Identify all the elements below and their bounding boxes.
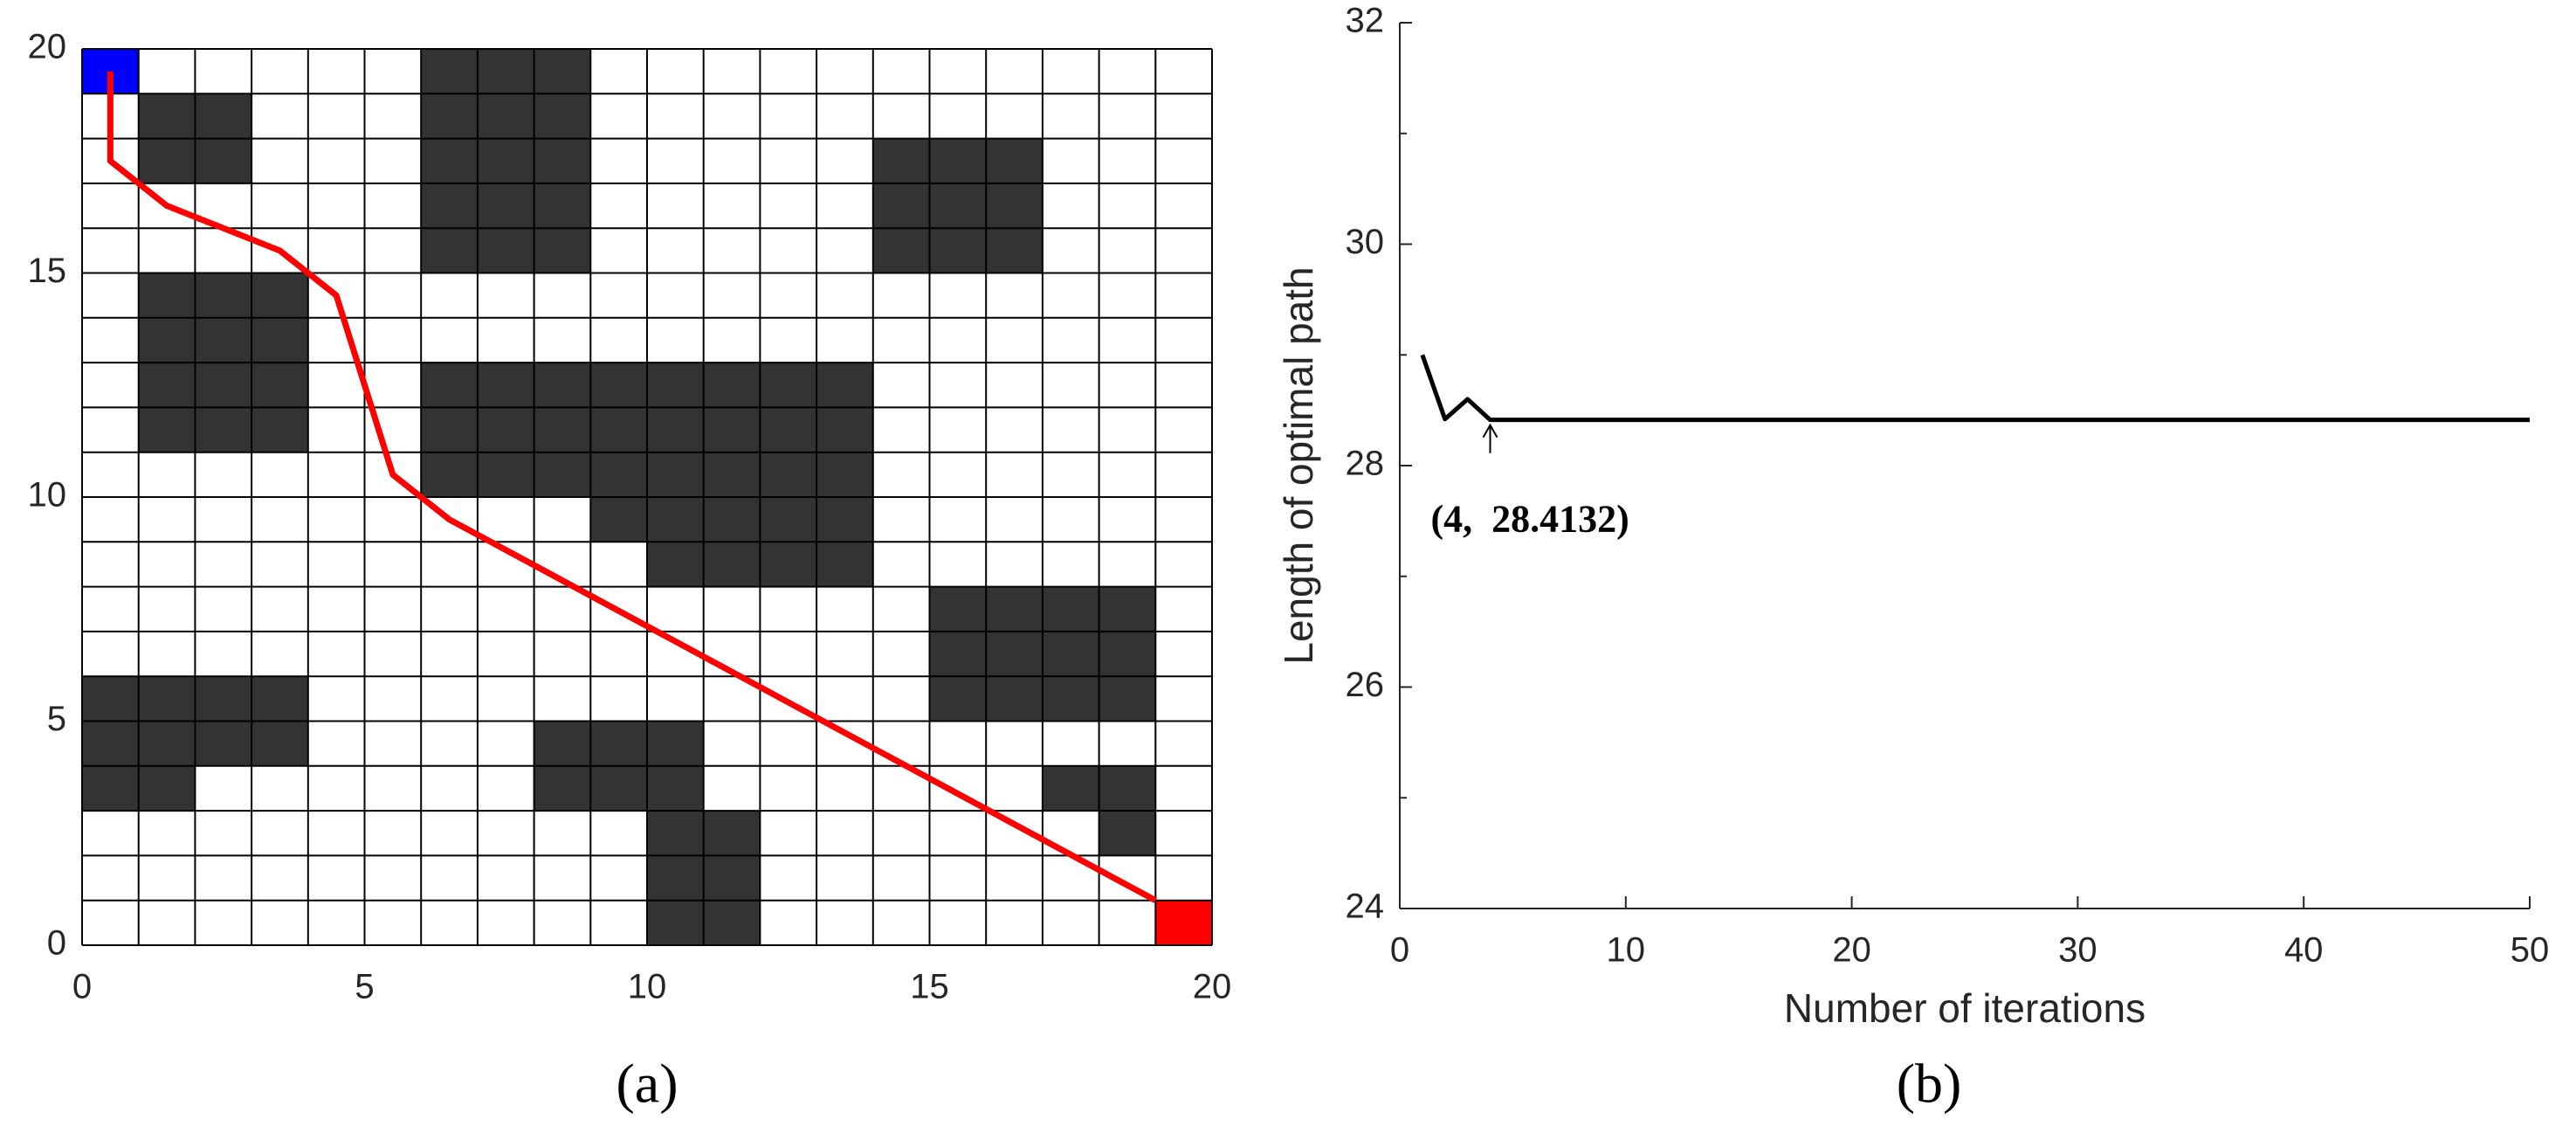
y-tick-label: 26 (1346, 666, 1385, 704)
x-tick-label: 20 (1832, 931, 1871, 970)
obstacle (872, 138, 1043, 273)
caption: (a) (616, 1053, 678, 1115)
obstacle (1099, 811, 1156, 856)
x-tick-label: 40 (2284, 931, 2324, 970)
goal-cell (1155, 900, 1212, 945)
y-tick-label: 0 (47, 924, 66, 963)
annotation: (4, 28.4132) (1431, 498, 1629, 541)
y-tick-label: 24 (1346, 888, 1385, 926)
x-tick-label: 0 (72, 968, 92, 1006)
x-tick-label: 10 (628, 968, 667, 1006)
x-tick-label: 50 (2511, 931, 2550, 970)
y-tick-label: 10 (28, 476, 67, 515)
subplot: (4, 28.4132) Number of iterations Length o… (1276, 2, 2549, 1115)
data-line (1420, 354, 2530, 423)
subplot: 0 5 10 15 20 0 5 10 15 20 (a) (28, 28, 1232, 1115)
caption: (b) (1897, 1053, 1962, 1115)
y-tick-label: 28 (1346, 445, 1385, 483)
y-tick-label: 5 (47, 700, 66, 738)
y-tick-label: 32 (1346, 2, 1385, 40)
y-axis-label: Length of optimal path (1276, 266, 1321, 664)
x-tick-label: 15 (910, 968, 949, 1006)
annotation-arrowhead (1482, 423, 1498, 439)
x-tick-label: 20 (1193, 968, 1232, 1006)
y-tick-label: 30 (1346, 223, 1385, 261)
y-tick-label: 15 (28, 252, 67, 290)
obstacle (590, 497, 873, 542)
x-tick-label: 10 (1607, 931, 1646, 970)
path-line (107, 71, 1157, 903)
x-tick-label: 0 (1390, 931, 1409, 970)
x-tick-label: 30 (2058, 931, 2097, 970)
y-tick-label: 20 (28, 28, 67, 66)
x-tick-label: 5 (355, 968, 374, 1006)
x-axis-label: Number of iterations (1784, 985, 2146, 1031)
obstacle (421, 49, 591, 273)
